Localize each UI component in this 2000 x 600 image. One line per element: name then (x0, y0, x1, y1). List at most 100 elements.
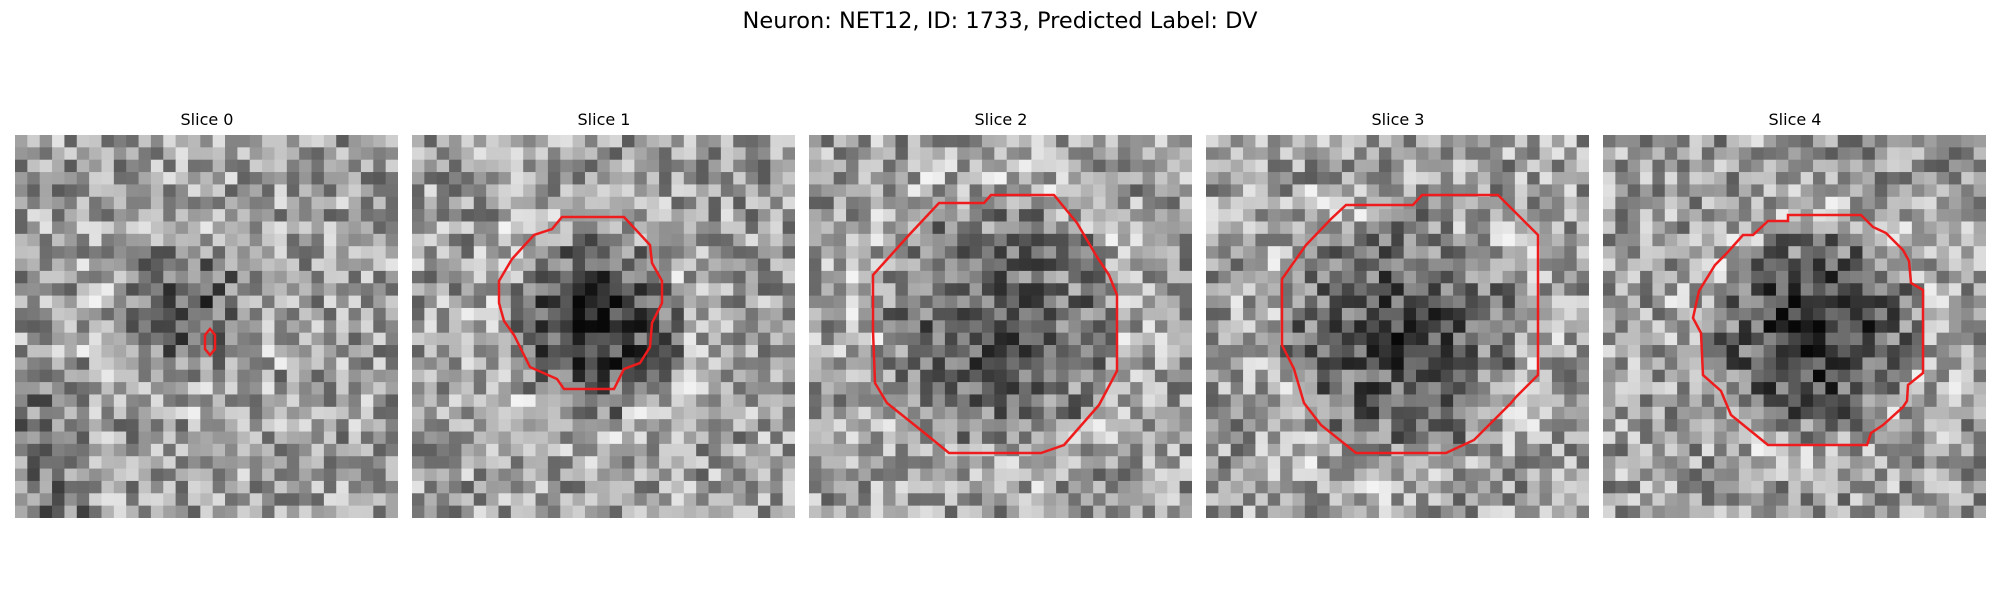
pixel (1441, 481, 1454, 494)
pixel (1367, 147, 1380, 160)
pixel (994, 147, 1007, 160)
pixel (449, 147, 462, 160)
pixel (1317, 259, 1330, 272)
pixel (336, 259, 349, 272)
pixel (858, 308, 871, 321)
pixel (1838, 506, 1851, 518)
pixel (1603, 493, 1616, 506)
pixel (312, 135, 325, 148)
pixel (1093, 283, 1106, 296)
pixel (101, 333, 114, 346)
pixel (1665, 456, 1678, 469)
pixel (1391, 246, 1404, 259)
pixel (1552, 234, 1565, 247)
pixel (1019, 370, 1032, 383)
pixel (412, 271, 425, 284)
pixel (1727, 345, 1740, 358)
pixel (548, 184, 561, 197)
pixel (486, 135, 499, 148)
pixel (1019, 160, 1032, 173)
pixel (225, 345, 238, 358)
pixel (1503, 221, 1516, 234)
pixel (176, 197, 189, 210)
pixel (721, 234, 734, 247)
pixel (1490, 432, 1503, 445)
pixel (871, 419, 884, 432)
pixel (1379, 197, 1392, 210)
pixel (1019, 271, 1032, 284)
pixel (287, 283, 300, 296)
pixel (883, 271, 896, 284)
pixel (474, 493, 487, 506)
pixel (1900, 296, 1913, 309)
pixel (1416, 407, 1429, 420)
pixel (1391, 345, 1404, 358)
pixel (1912, 469, 1925, 482)
pixel (1714, 320, 1727, 333)
pixel (437, 333, 450, 346)
pixel (1503, 493, 1516, 506)
pixel (548, 394, 561, 407)
pixel (1689, 432, 1702, 445)
pixel (1167, 407, 1180, 420)
pixel (920, 147, 933, 160)
pixel (634, 469, 647, 482)
pixel (659, 394, 672, 407)
pixel (1354, 259, 1367, 272)
pixel (1875, 333, 1888, 346)
pixel (895, 259, 908, 272)
pixel (1577, 481, 1589, 494)
pixel (597, 407, 610, 420)
pixel (1552, 456, 1565, 469)
pixel (299, 407, 312, 420)
pixel (1912, 419, 1925, 432)
pixel (151, 209, 164, 222)
pixel (27, 382, 40, 395)
pixel (1453, 345, 1466, 358)
pixel (622, 432, 635, 445)
pixel (40, 382, 53, 395)
pixel (1887, 320, 1900, 333)
pixel (361, 407, 374, 420)
pixel (933, 246, 946, 259)
pixel (758, 382, 771, 395)
pixel (1330, 172, 1343, 185)
pixel (114, 160, 127, 173)
pixel (40, 246, 53, 259)
pixel (336, 320, 349, 333)
pixel (709, 234, 722, 247)
pixel (733, 246, 746, 259)
pixel (1564, 147, 1577, 160)
pixel (1503, 283, 1516, 296)
pixel (188, 271, 201, 284)
pixel (1628, 296, 1641, 309)
pixel (461, 506, 474, 518)
pixel (536, 283, 549, 296)
pixel (622, 296, 635, 309)
pixel (809, 209, 822, 222)
pixel (920, 184, 933, 197)
pixel (1143, 221, 1156, 234)
pixel (809, 469, 822, 482)
pixel (1490, 234, 1503, 247)
pixel (1218, 209, 1231, 222)
pixel (908, 283, 921, 296)
pixel (1155, 234, 1168, 247)
pixel (1155, 456, 1168, 469)
pixel (1714, 283, 1727, 296)
pixel (200, 209, 213, 222)
pixel (1665, 308, 1678, 321)
pixel (809, 456, 822, 469)
pixel (1776, 259, 1789, 272)
pixel (1155, 184, 1168, 197)
pixel (1206, 407, 1219, 420)
pixel (659, 469, 672, 482)
pixel (721, 382, 734, 395)
pixel (126, 345, 139, 358)
pixel (1540, 370, 1553, 383)
pixel (1862, 357, 1875, 370)
pixel (1317, 184, 1330, 197)
pixel (1379, 234, 1392, 247)
pixel (1776, 234, 1789, 247)
pixel (1912, 221, 1925, 234)
